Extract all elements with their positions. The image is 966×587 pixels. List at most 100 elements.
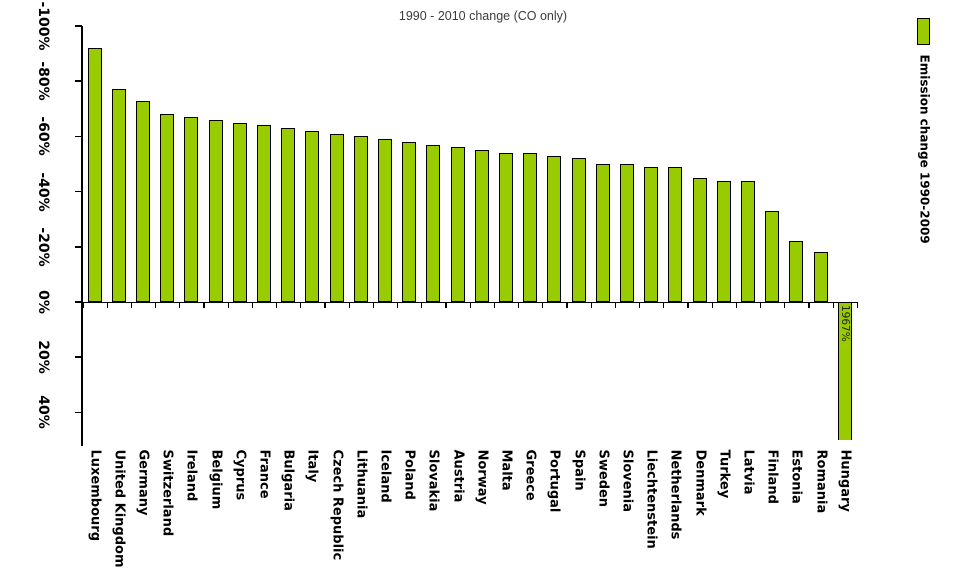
bar-france bbox=[256, 125, 271, 302]
y-axis-tick bbox=[75, 356, 82, 358]
bar-czech-republic bbox=[329, 134, 344, 302]
category-label-netherlands: Netherlands bbox=[667, 449, 683, 539]
x-axis-tick bbox=[784, 303, 786, 308]
x-axis-tick bbox=[106, 303, 108, 308]
x-axis-tick bbox=[179, 303, 181, 308]
category-label-germany: Germany bbox=[135, 449, 151, 515]
x-axis-tick bbox=[300, 303, 302, 308]
category-label-malta: Malta bbox=[498, 449, 514, 491]
bar-romania bbox=[813, 252, 828, 302]
category-label-greece: Greece bbox=[522, 449, 538, 501]
chart-title: 1990 - 2010 change (CO only) bbox=[398, 9, 568, 23]
y-tick-label: 40% bbox=[35, 395, 51, 430]
bar-austria bbox=[450, 147, 465, 302]
y-axis-tick bbox=[75, 135, 82, 138]
x-axis-tick bbox=[566, 303, 568, 308]
category-label-belgium: Belgium bbox=[208, 449, 223, 509]
bar-switzerland bbox=[160, 114, 175, 302]
category-label-united-kingdom: United Kingdom bbox=[111, 449, 127, 568]
x-axis-tick bbox=[203, 303, 205, 308]
category-label-norway: Norway bbox=[474, 449, 490, 505]
category-label-poland: Poland bbox=[401, 449, 417, 500]
category-label-lithuania: Lithuania bbox=[353, 449, 369, 518]
x-axis-tick bbox=[735, 303, 738, 308]
x-axis-tick bbox=[155, 303, 157, 308]
x-axis-tick bbox=[421, 303, 423, 308]
bar-bulgaria bbox=[281, 128, 296, 302]
x-axis-tick bbox=[348, 303, 350, 308]
bar-sweden bbox=[595, 164, 610, 302]
category-label-czech-republic: Czech Republic bbox=[329, 449, 344, 560]
x-axis-tick bbox=[493, 303, 496, 308]
x-axis-zero-line bbox=[82, 301, 858, 304]
bar-norway bbox=[474, 150, 489, 302]
category-label-cyprus: Cyprus bbox=[232, 449, 248, 500]
category-label-liechtenstein: Liechtenstein bbox=[643, 449, 659, 549]
y-axis-tick bbox=[75, 411, 82, 414]
x-axis-tick bbox=[639, 303, 641, 308]
y-axis-tick bbox=[75, 80, 82, 82]
bar-ireland bbox=[184, 117, 199, 302]
bar-germany bbox=[135, 101, 150, 302]
x-axis-tick bbox=[518, 303, 520, 308]
bar-belgium bbox=[208, 120, 223, 302]
x-axis-tick bbox=[372, 303, 375, 308]
category-label-austria: Austria bbox=[450, 449, 465, 502]
bar-iceland bbox=[377, 139, 392, 302]
bar-finland bbox=[765, 211, 780, 302]
legend-label: Emission change 1990-2009 bbox=[917, 54, 932, 244]
bar-portugal bbox=[547, 156, 562, 302]
x-axis-tick bbox=[276, 303, 278, 308]
bar-lithuania bbox=[353, 136, 368, 302]
x-axis-tick bbox=[542, 303, 544, 308]
category-label-estonia: Estonia bbox=[788, 449, 804, 504]
x-axis-tick bbox=[832, 303, 834, 308]
bar-united-kingdom bbox=[111, 89, 126, 302]
x-axis-tick bbox=[324, 303, 326, 308]
x-axis-tick bbox=[251, 303, 254, 308]
y-axis-tick bbox=[75, 190, 82, 193]
x-axis-tick bbox=[469, 303, 471, 308]
category-label-finland: Finland bbox=[764, 449, 780, 504]
bar-value-label-hungary: 1967% bbox=[838, 305, 851, 342]
bar-slovenia bbox=[619, 164, 634, 302]
x-axis-tick bbox=[711, 303, 713, 308]
category-label-slovenia: Slovenia bbox=[619, 449, 635, 512]
bar-hungary bbox=[837, 302, 852, 440]
category-label-hungary: Hungary bbox=[837, 449, 853, 512]
bar-greece bbox=[523, 153, 538, 302]
bar-denmark bbox=[692, 178, 707, 302]
y-axis-tick bbox=[75, 246, 82, 248]
bar-italy bbox=[305, 131, 320, 302]
category-label-turkey: Turkey bbox=[716, 449, 732, 498]
bar-malta bbox=[498, 153, 513, 302]
category-label-latvia: Latvia bbox=[740, 449, 756, 494]
category-label-france: France bbox=[256, 449, 272, 499]
x-axis-tick bbox=[227, 303, 229, 308]
x-axis-tick bbox=[856, 303, 859, 308]
legend-swatch bbox=[917, 18, 930, 45]
category-label-luxembourg: Luxembourg bbox=[87, 449, 102, 541]
category-label-italy: Italy bbox=[304, 449, 320, 482]
bar-estonia bbox=[789, 241, 804, 302]
y-axis-tick bbox=[75, 301, 82, 303]
y-axis-tick bbox=[75, 25, 82, 27]
category-label-romania: Romania bbox=[813, 449, 828, 513]
x-axis-tick bbox=[445, 303, 447, 308]
x-axis-tick bbox=[397, 303, 399, 308]
x-axis-tick bbox=[808, 303, 810, 308]
bar-liechtenstein bbox=[644, 167, 659, 302]
y-axis-line bbox=[81, 26, 83, 446]
category-label-spain: Spain bbox=[571, 449, 586, 491]
bar-cyprus bbox=[232, 123, 247, 302]
x-axis-tick bbox=[760, 303, 762, 308]
x-axis-tick bbox=[130, 303, 133, 308]
bar-latvia bbox=[740, 181, 755, 302]
category-label-ireland: Ireland bbox=[183, 449, 199, 501]
x-axis-tick bbox=[590, 303, 592, 308]
category-label-switzerland: Switzerland bbox=[159, 449, 175, 536]
category-label-portugal: Portugal bbox=[546, 449, 562, 512]
x-axis-tick bbox=[663, 303, 665, 308]
x-axis-tick bbox=[614, 303, 617, 308]
